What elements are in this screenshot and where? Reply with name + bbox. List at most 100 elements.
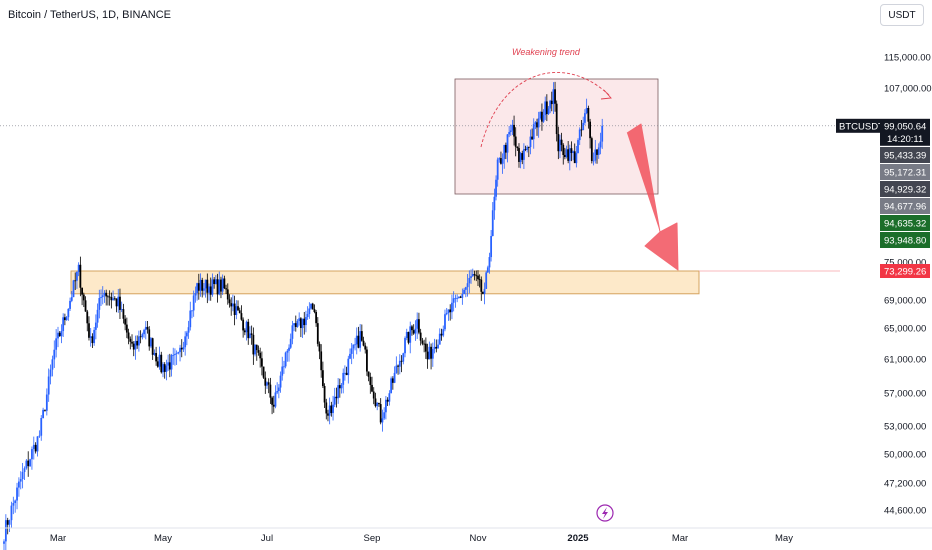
candle-body [327,413,329,416]
candle-body [360,331,363,341]
candle [582,116,585,131]
candle-body [461,294,464,298]
candle-body [404,338,406,354]
candle [240,305,243,321]
candle-body [76,271,78,281]
candle-body [168,362,171,370]
candle-body [340,384,343,389]
candle-body [160,354,163,373]
candle-body [269,384,272,398]
candle [108,290,111,306]
candle-body [31,449,33,460]
candle-body [288,347,290,351]
candle [187,320,190,339]
candle-body [596,149,598,155]
candle-body [308,308,311,315]
candle [527,146,530,158]
candle-body [378,403,380,405]
candle [534,121,537,130]
price-tick-label: 47,200.00 [884,479,926,490]
candle-body [175,353,178,355]
candle-body [98,298,101,310]
time-tick-label: Mar [50,533,66,544]
candle [491,202,494,237]
candle-body [388,393,391,402]
candle [504,142,507,160]
candle [315,309,318,327]
candle-body [172,354,175,356]
candle [498,157,501,163]
candle [272,395,275,413]
candle-body [486,267,489,273]
time-tick-label: May [154,533,172,544]
candle [294,315,297,332]
candle-body [294,323,297,328]
price-axis: 115,000.00 107,000.00 75,000.00 69,000.00 65… [884,53,932,517]
candle-body [119,296,121,310]
candle [532,118,535,149]
candle [36,436,39,457]
candle [589,118,592,149]
candle-body [179,347,181,353]
candle-body [354,344,356,346]
candle-body [197,283,200,291]
candle-body [508,132,511,135]
candle [138,330,140,352]
candle [243,328,246,336]
candle [466,274,469,297]
candle [237,300,239,311]
candle-body [554,89,556,104]
candle-body [518,148,520,162]
candle [134,335,137,360]
candle [25,459,28,470]
support-price-label: 73,299.26 [884,266,926,277]
candle-body [284,352,287,367]
candle [158,346,161,370]
candle-body [397,365,399,367]
candle-body [127,332,130,339]
candle [459,295,462,299]
candle-body [276,391,279,393]
candle [162,362,164,378]
candle-body [449,309,452,313]
candle [423,339,426,353]
candle [426,343,429,369]
candle-body [286,350,289,353]
candle-body [435,346,438,349]
candle [409,321,412,354]
candle [350,343,353,365]
candle [72,279,75,298]
candle [344,365,346,381]
candle-body [42,409,45,419]
candle [291,320,294,345]
time-tick-label: 2025 [567,533,589,544]
candle [345,366,348,376]
candle-body [325,402,328,414]
candle-body [454,298,457,300]
candle [601,118,604,149]
candle [447,309,450,321]
candle [592,152,595,166]
candle [503,144,506,169]
candle-body [438,333,441,345]
candle [590,136,593,164]
candle-body [405,331,408,339]
candle [62,313,65,337]
currency-button[interactable]: USDT [880,4,924,26]
candle-body [383,412,386,419]
candle-body [592,160,595,162]
candle-body [153,353,156,355]
candle [264,371,267,394]
candle-body [117,296,120,307]
candle [303,311,306,335]
candle-body [549,100,552,109]
candle-body [573,151,576,164]
candle-body [366,349,368,372]
candle [332,395,334,421]
price-tick-label: 53,000.00 [884,422,926,433]
candle-body [412,330,415,334]
candle-body [201,279,204,291]
candle [245,320,248,341]
